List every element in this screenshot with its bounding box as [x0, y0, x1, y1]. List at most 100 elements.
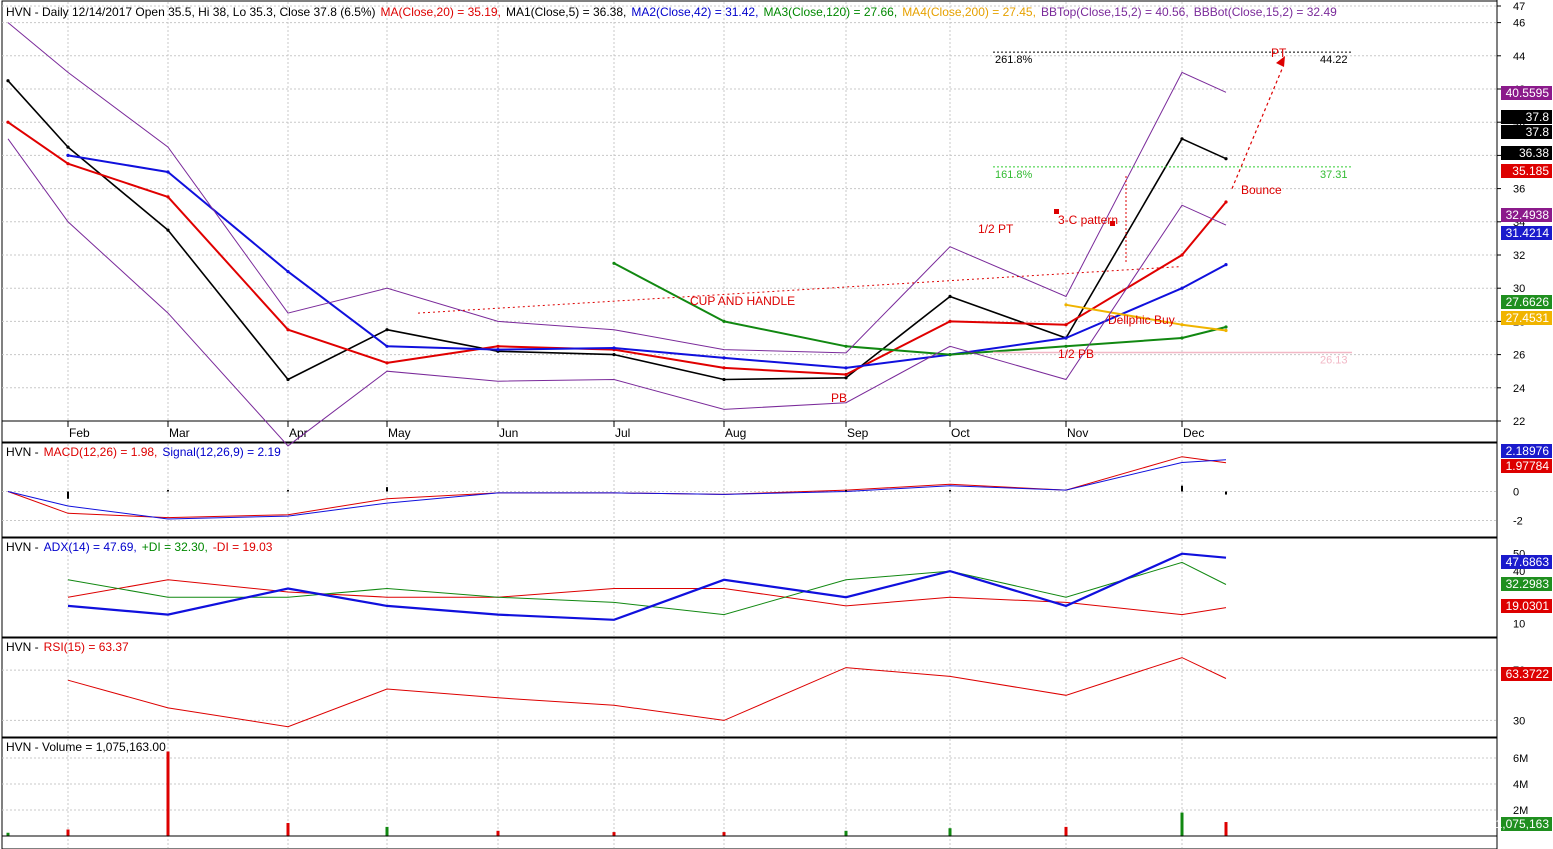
- macd-tag-macd-bg: [1501, 459, 1552, 473]
- volume-y-tick-4M: 4M: [1513, 779, 1528, 791]
- x-axis-label-apr: Apr: [289, 426, 308, 440]
- price-tag-7-bg: [1501, 295, 1552, 309]
- price-header-item-0: HVN - Daily 12/14/2017 Open 35.5, Hi 38,…: [6, 5, 376, 19]
- data-point-ma2-close-42--6: [612, 346, 616, 350]
- macd-y-tick-0: 0: [1513, 487, 1519, 499]
- macd-signal-line: [7, 459, 1227, 520]
- price-tag-4: 35.185: [1512, 164, 1549, 178]
- adx-header-item-0: HVN -: [6, 540, 39, 554]
- price-tag-3-bg: [1501, 146, 1552, 160]
- price-tag-1: 37.8: [1526, 110, 1550, 124]
- series-line-ma2-close-42-: [67, 154, 1227, 369]
- fib-261-label: 261.8%: [995, 54, 1033, 66]
- price-y-tick-47: 47: [1513, 1, 1525, 13]
- x-axis-label-may: May: [388, 426, 411, 440]
- macd-tag-signal: 2.18976: [1506, 444, 1550, 458]
- data-point-close-3: [286, 377, 290, 382]
- data-point-ma2-close-42--2: [166, 170, 170, 174]
- cup-handle-label: CUP AND HANDLE: [690, 294, 795, 308]
- rsi-line: [67, 657, 1227, 728]
- adx-plus-di-line: [67, 561, 1227, 616]
- data-point-ma2-close-42--8: [844, 366, 848, 370]
- x-axis-label-jul: Jul: [615, 426, 630, 440]
- rsi-tag: 63.3722: [1506, 667, 1550, 681]
- adx-y-tick-40: 40: [1513, 566, 1525, 578]
- price-header-item-2: MA1(Close,5) = 36.38,: [506, 5, 626, 19]
- volume-panel-frame: [1, 737, 1498, 849]
- data-point-ma2-close-42--1: [66, 153, 70, 157]
- price-tag-0: 40.5595: [1506, 86, 1550, 100]
- volume-tag-bg: [1501, 817, 1552, 831]
- x-axis-label-nov: Nov: [1067, 426, 1088, 440]
- adx-tag-adx-bg: [1501, 555, 1552, 569]
- rsi-header-item-0: HVN -: [6, 640, 39, 654]
- macd-tag-macd: 1.97784: [1506, 459, 1550, 473]
- data-point-close-12: [1224, 157, 1228, 161]
- price-tag-8-bg: [1501, 311, 1552, 325]
- data-point-ma3-close-120--12: [1224, 325, 1228, 329]
- price-tag-6: 31.4214: [1506, 226, 1550, 240]
- data-point-close-6: [612, 353, 616, 357]
- x-axis-label-aug: Aug: [725, 426, 746, 440]
- data-point-ma-close-20--2: [166, 195, 170, 199]
- data-point-ma2-close-42--3: [286, 270, 290, 274]
- price-header-item-6: BBTop(Close,15,2) = 40.56,: [1041, 5, 1189, 19]
- price-y-tick-32: 32: [1513, 250, 1525, 262]
- x-axis-label-jun: Jun: [499, 426, 518, 440]
- adx-header-item-3: -DI = 19.03: [213, 540, 273, 554]
- cup-rim-line: [417, 266, 1181, 314]
- three-c-marker-right: [1110, 221, 1115, 226]
- volume-y-tick-2M: 2M: [1513, 805, 1528, 817]
- data-point-ma2-close-42--7: [722, 356, 726, 360]
- fib-261-value: 44.22: [1320, 54, 1348, 66]
- three-c-label: 3-C pattern: [1058, 213, 1118, 227]
- volume-tag: 1,075,163: [1496, 817, 1550, 831]
- x-axis-label-sep: Sep: [847, 426, 869, 440]
- data-point-ma3-close-120--11: [1180, 336, 1184, 340]
- x-axis-label-dec: Dec: [1183, 426, 1204, 440]
- price-y-tick-30: 30: [1513, 283, 1525, 295]
- volume-header-item-0: HVN - Volume = 1,075,163.00: [6, 740, 166, 754]
- price-tag-5: 32.4938: [1506, 208, 1550, 222]
- price-header-item-4: MA3(Close,120) = 27.66,: [763, 5, 897, 19]
- price-y-tick-22: 22: [1513, 416, 1525, 428]
- data-point-ma-close-20--9: [948, 319, 952, 323]
- rsi-y-tick-30: 30: [1513, 715, 1525, 727]
- pt-arrow-head: [1276, 56, 1285, 67]
- data-point-ma4-close-200--11: [1180, 323, 1184, 327]
- macd-tag-signal-bg: [1501, 444, 1552, 458]
- price-y-tick-36: 36: [1513, 184, 1525, 196]
- data-point-ma2-close-42--4: [385, 344, 389, 348]
- adx-tag-plus-di: 32.2983: [1506, 577, 1550, 591]
- bollinger-top-line: [7, 22, 1227, 354]
- data-point-ma-close-20--11: [1180, 253, 1184, 257]
- rsi-panel-frame: [1, 637, 1498, 738]
- level-2613-label: 26.13: [1320, 354, 1348, 366]
- rsi-header-item-1: RSI(15) = 63.37: [44, 640, 129, 654]
- macd-line: [7, 456, 1227, 519]
- price-y-tick-46: 46: [1513, 18, 1525, 30]
- macd-header-item-1: MACD(12,26) = 1.98,: [44, 445, 158, 459]
- price-y-tick-44: 44: [1513, 51, 1525, 63]
- half-pb-label: 1/2 PB: [1058, 347, 1094, 361]
- bollinger-bottom-line: [7, 138, 1227, 447]
- data-point-ma-close-20--12: [1224, 200, 1228, 204]
- volume-y-tick-6M: 6M: [1513, 753, 1528, 765]
- adx-tag-adx: 47.6863: [1506, 555, 1550, 569]
- rsi-tag-bg: [1501, 667, 1552, 681]
- price-y-tick-26: 26: [1513, 350, 1525, 362]
- data-point-ma2-close-42--10: [1064, 336, 1068, 340]
- data-point-close-4: [385, 328, 389, 332]
- price-tag-7: 27.6626: [1506, 295, 1550, 309]
- data-point-ma3-close-120--8: [844, 344, 848, 348]
- macd-header-item-0: HVN -: [6, 445, 39, 459]
- data-point-ma-close-20--7: [722, 366, 726, 370]
- macd-y-tick--2: -2: [1513, 516, 1523, 528]
- price-tag-2: 37.8: [1526, 125, 1550, 139]
- series-line-ma-close-20-: [7, 121, 1227, 376]
- data-point-close-11: [1180, 137, 1184, 141]
- pt-arrow-line: [1231, 68, 1283, 189]
- data-point-ma3-close-120--9: [948, 353, 952, 357]
- data-point-ma-close-20--8: [844, 372, 848, 377]
- data-point-close-8: [844, 376, 848, 380]
